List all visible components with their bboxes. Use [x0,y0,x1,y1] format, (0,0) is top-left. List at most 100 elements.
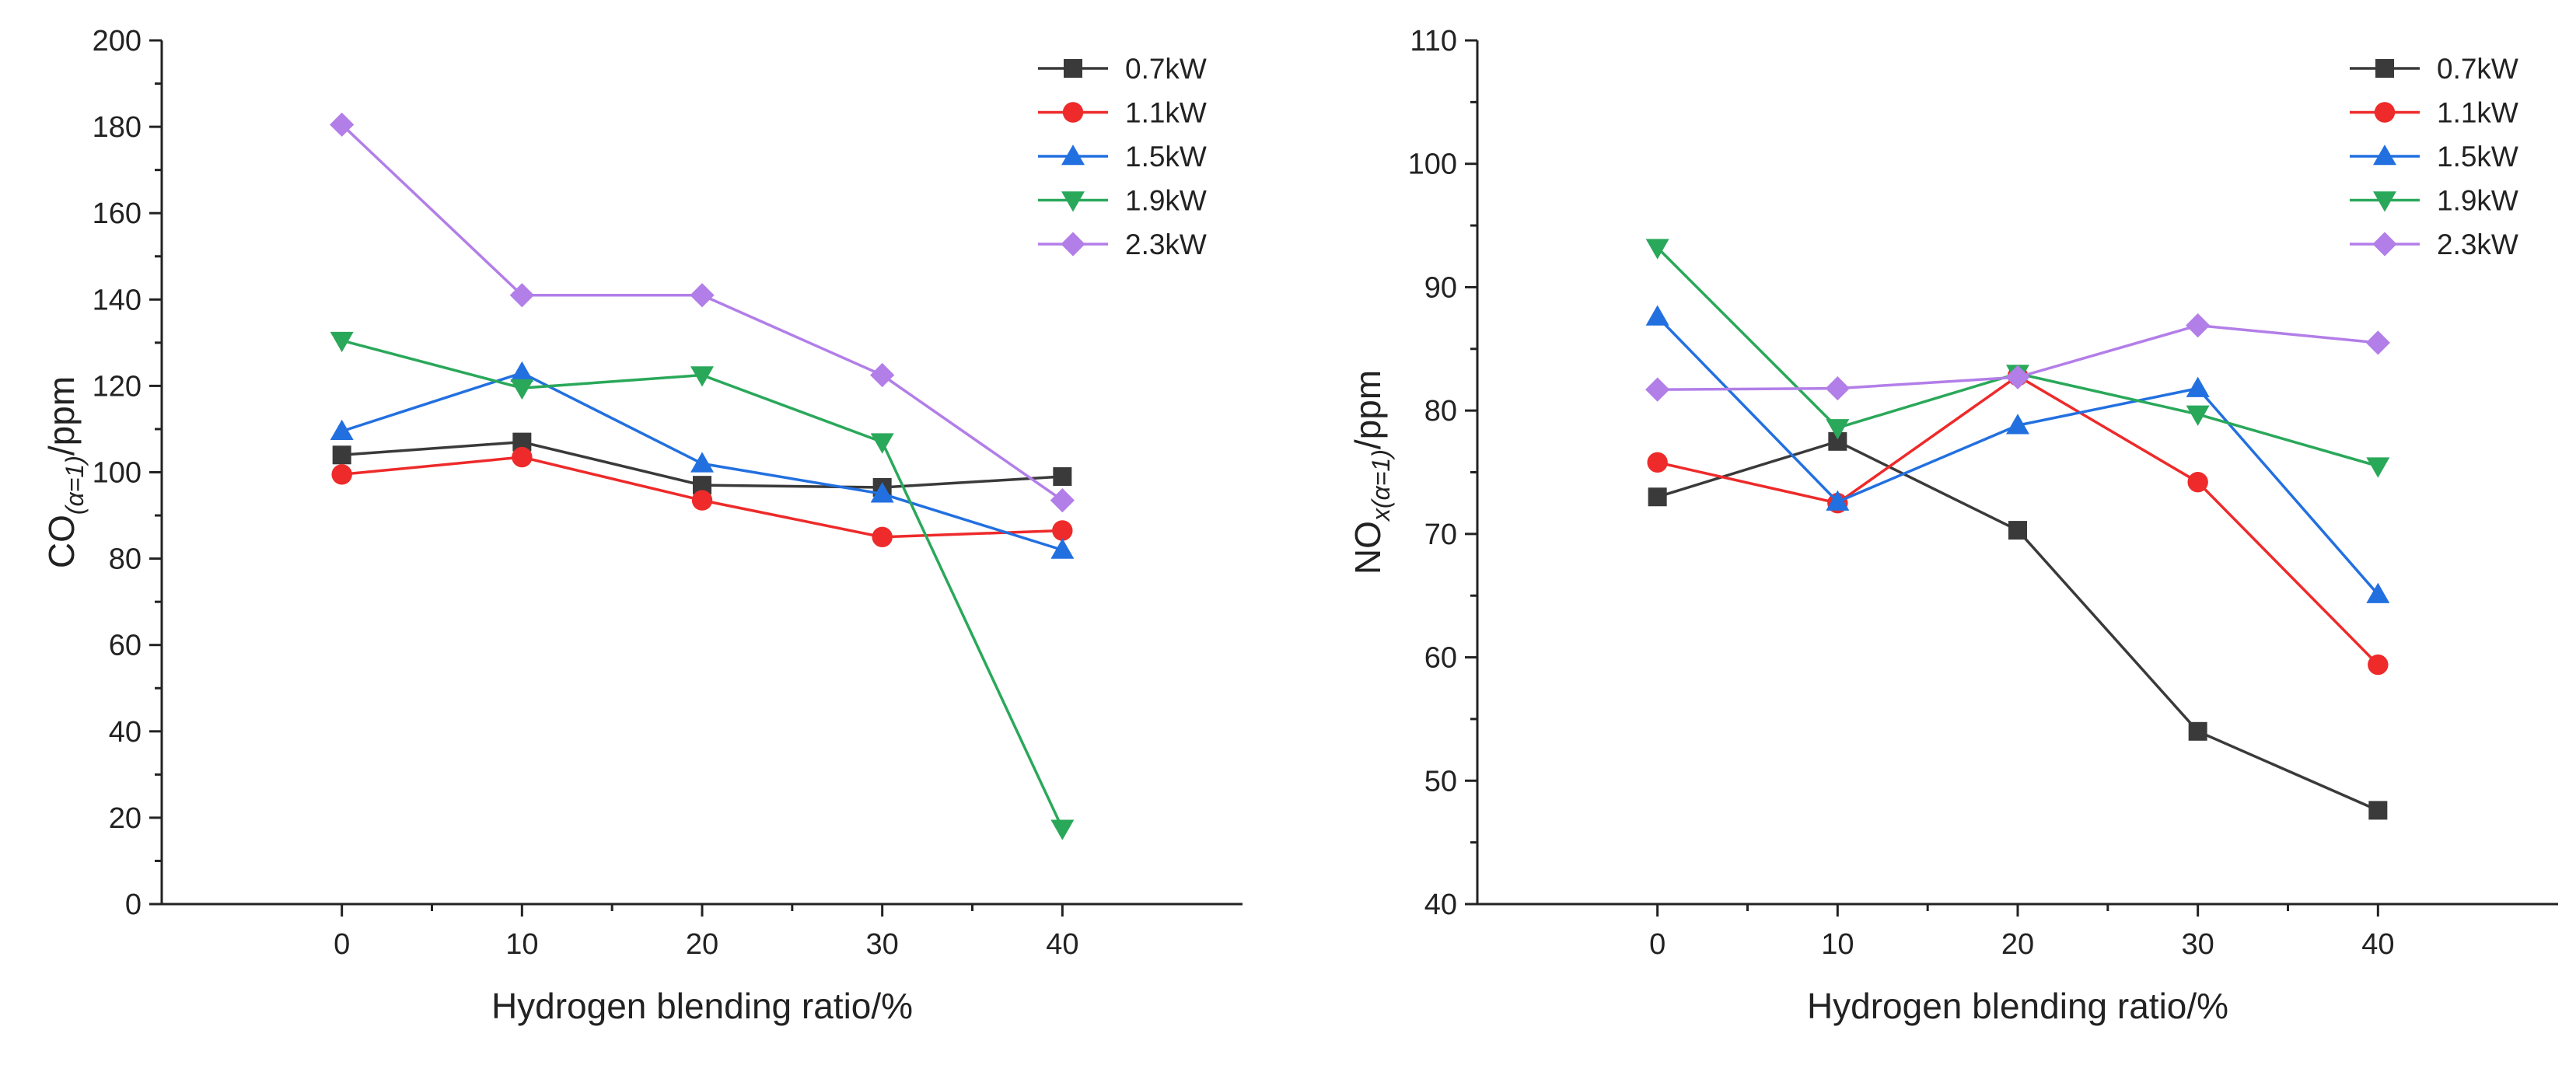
data-point [1826,490,1850,511]
data-point [510,361,534,382]
data-point [870,433,894,454]
legend-label: 0.7kW [1125,53,1207,85]
data-point [1647,452,1668,473]
data-point [690,452,714,473]
data-point [330,112,355,137]
legend: 0.7kW 1.1kW 1.5kW 1.9kW 2.3kW [2350,53,2518,260]
data-point [691,490,713,511]
data-point [2006,414,2029,435]
y-tick-label: 0 [125,889,142,921]
x-tick-label: 40 [1046,928,1078,961]
y-tick-label: 180 [93,111,142,144]
data-point [1645,239,1669,260]
series-2.3kW [1645,313,2390,402]
series-line [1656,316,2379,595]
y-tick-label: 160 [93,197,142,230]
data-point [870,362,895,388]
legend-label: 1.5kW [1125,141,1207,173]
legend-marker [2372,232,2397,257]
series-line [341,339,1064,829]
y-tick-label: 100 [1408,148,1457,181]
data-point [2186,405,2210,426]
legend-marker [2373,145,2396,166]
legend: 0.7kW 1.1kW 1.5kW 1.9kW 2.3kW [1038,53,1207,260]
y-tick-label: 20 [109,802,142,835]
y-tick-label: 70 [1424,519,1457,551]
legend-label: 1.1kW [2437,97,2518,129]
legend-marker [2374,102,2396,123]
x-tick-label: 10 [1821,928,1854,961]
legend-label: 1.9kW [2437,185,2518,217]
data-point [1052,520,1073,541]
series-line [1657,439,2379,812]
data-point [690,366,714,387]
y-tick-label: 60 [1424,642,1457,675]
data-point [512,446,533,468]
data-point [2368,801,2388,820]
y-tick-label: 50 [1424,765,1457,798]
legend-label: 1.5kW [2437,141,2518,173]
x-tick-label: 10 [505,928,538,961]
y-axis-label: CO(α=1)/ppm [41,376,89,568]
y-tick-label: 40 [109,716,142,749]
x-tick-label: 0 [334,928,350,961]
series-1.5kW [330,361,1075,559]
data-point [330,331,354,353]
chart-1: 0 20 40 60 80 100 120 140 160 180 200 0 10 20 30 40 Hydr… [41,25,1243,1026]
y-tick-label: 40 [1424,889,1457,921]
data-point [509,283,534,308]
data-point [330,419,354,440]
data-point [1826,419,1850,440]
legend-label: 2.3kW [1125,229,1207,260]
data-point [2366,582,2390,603]
legend-marker [1061,232,1085,257]
legend-label: 1.9kW [1125,185,1207,217]
legend-marker [1062,102,1084,123]
data-point [870,482,894,503]
legend-marker [2373,191,2396,212]
series-1.9kW [330,331,1075,840]
data-point [2188,721,2207,741]
data-point [1645,377,1670,402]
series-1.1kW [331,446,1073,548]
data-point [690,283,715,308]
data-point [872,526,893,548]
x-tick-label: 20 [686,928,718,961]
data-point [1050,538,1075,559]
data-point [1648,487,1667,507]
x-axis-label: Hydrogen blending ratio/% [1807,986,2228,1026]
data-point [2186,376,2210,397]
series-1.1kW [1647,365,2389,676]
x-tick-label: 20 [2001,928,2034,961]
legend-label: 0.7kW [2437,53,2518,85]
chart-2: 40 50 60 70 80 90 100 110 0 10 20 30 40 Hydrogen blen… [1347,25,2558,1026]
y-tick-label: 60 [109,630,142,662]
x-tick-label: 0 [1649,928,1665,961]
legend-label: 1.1kW [1125,97,1207,129]
series-line [341,124,1064,502]
legend-marker [1061,191,1085,212]
legend-label: 2.3kW [2437,229,2518,260]
data-point [1050,819,1075,840]
series-1.9kW [1645,239,2390,478]
y-tick-label: 80 [109,543,142,576]
legend-marker [1064,59,1082,78]
series-0.7kW [1648,431,2388,820]
data-point [2008,521,2027,540]
series-2.3kW [330,112,1075,513]
x-tick-label: 40 [2361,928,2394,961]
data-point [1645,305,1669,326]
legend-marker [1061,145,1085,166]
data-point [1825,375,1850,401]
y-tick-label: 110 [1410,25,1457,58]
data-point [2366,457,2390,478]
y-axis-label: NOx(α=1)/ppm [1347,370,1395,574]
y-tick-label: 90 [1424,271,1457,304]
data-point [2005,365,2030,389]
data-point [2365,330,2390,355]
y-tick-label: 200 [93,25,142,58]
data-point [332,445,351,465]
legend-marker [2375,59,2394,78]
y-tick-label: 120 [93,370,142,403]
